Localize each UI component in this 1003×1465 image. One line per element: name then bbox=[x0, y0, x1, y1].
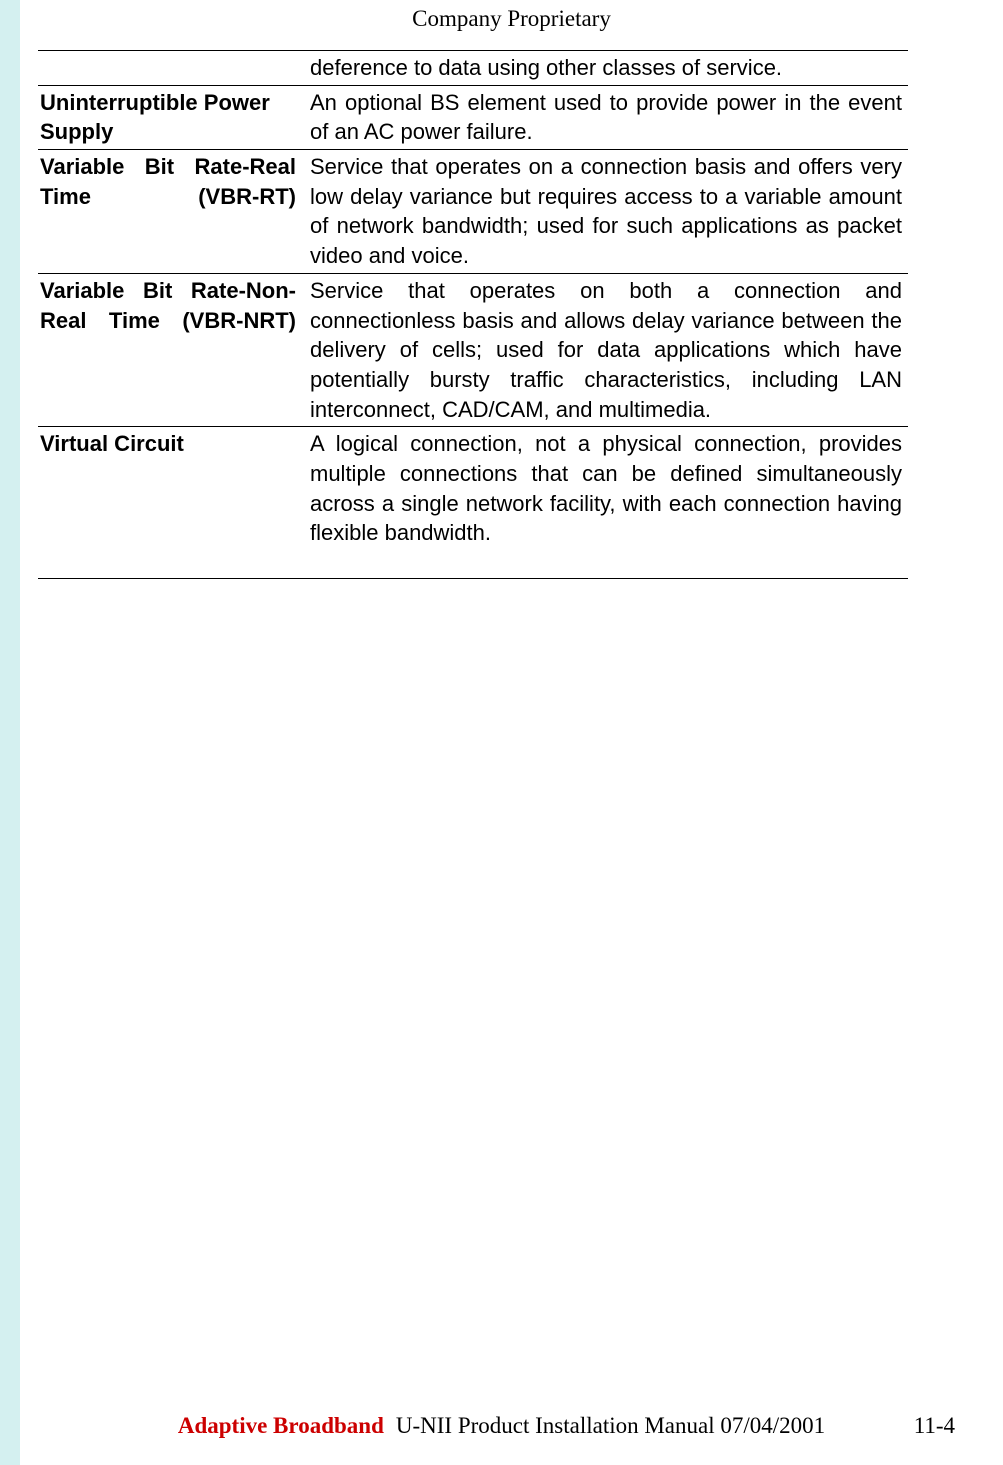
glossary-term: Uninterruptible Power Supply bbox=[38, 85, 308, 149]
page-footer: Adaptive Broadband U-NII Product Install… bbox=[0, 1413, 1003, 1439]
page-container: Company Proprietary deference to data us… bbox=[0, 0, 1003, 1465]
glossary-term: Virtual Circuit bbox=[38, 427, 308, 579]
glossary-definition: deference to data using other classes of… bbox=[308, 51, 908, 86]
header-classification: Company Proprietary bbox=[20, 0, 1003, 50]
glossary-term bbox=[38, 51, 308, 86]
glossary-row: deference to data using other classes of… bbox=[38, 51, 908, 86]
footer-company: Adaptive Broadband bbox=[178, 1413, 384, 1439]
footer-page-number: 11-4 bbox=[914, 1413, 955, 1439]
glossary-table: deference to data using other classes of… bbox=[38, 50, 908, 579]
glossary-row: Uninterruptible Power SupplyAn optional … bbox=[38, 85, 908, 149]
glossary-row: Variable Bit Rate-Real Time (VBR-RT)Serv… bbox=[38, 150, 908, 274]
glossary-definition: A logical connection, not a physical con… bbox=[308, 427, 908, 579]
footer-title: U-NII Product Installation Manual 07/04/… bbox=[396, 1413, 825, 1439]
glossary-row: Virtual CircuitA logical connection, not… bbox=[38, 427, 908, 579]
glossary-definition: An optional BS element used to provide p… bbox=[308, 85, 908, 149]
glossary-definition: Service that operates on both a connecti… bbox=[308, 273, 908, 426]
glossary-term: Variable Bit Rate-Non-Real Time (VBR-NRT… bbox=[38, 273, 308, 426]
glossary-term: Variable Bit Rate-Real Time (VBR-RT) bbox=[38, 150, 308, 274]
glossary-definition: Service that operates on a connection ba… bbox=[308, 150, 908, 274]
glossary-row: Variable Bit Rate-Non-Real Time (VBR-NRT… bbox=[38, 273, 908, 426]
